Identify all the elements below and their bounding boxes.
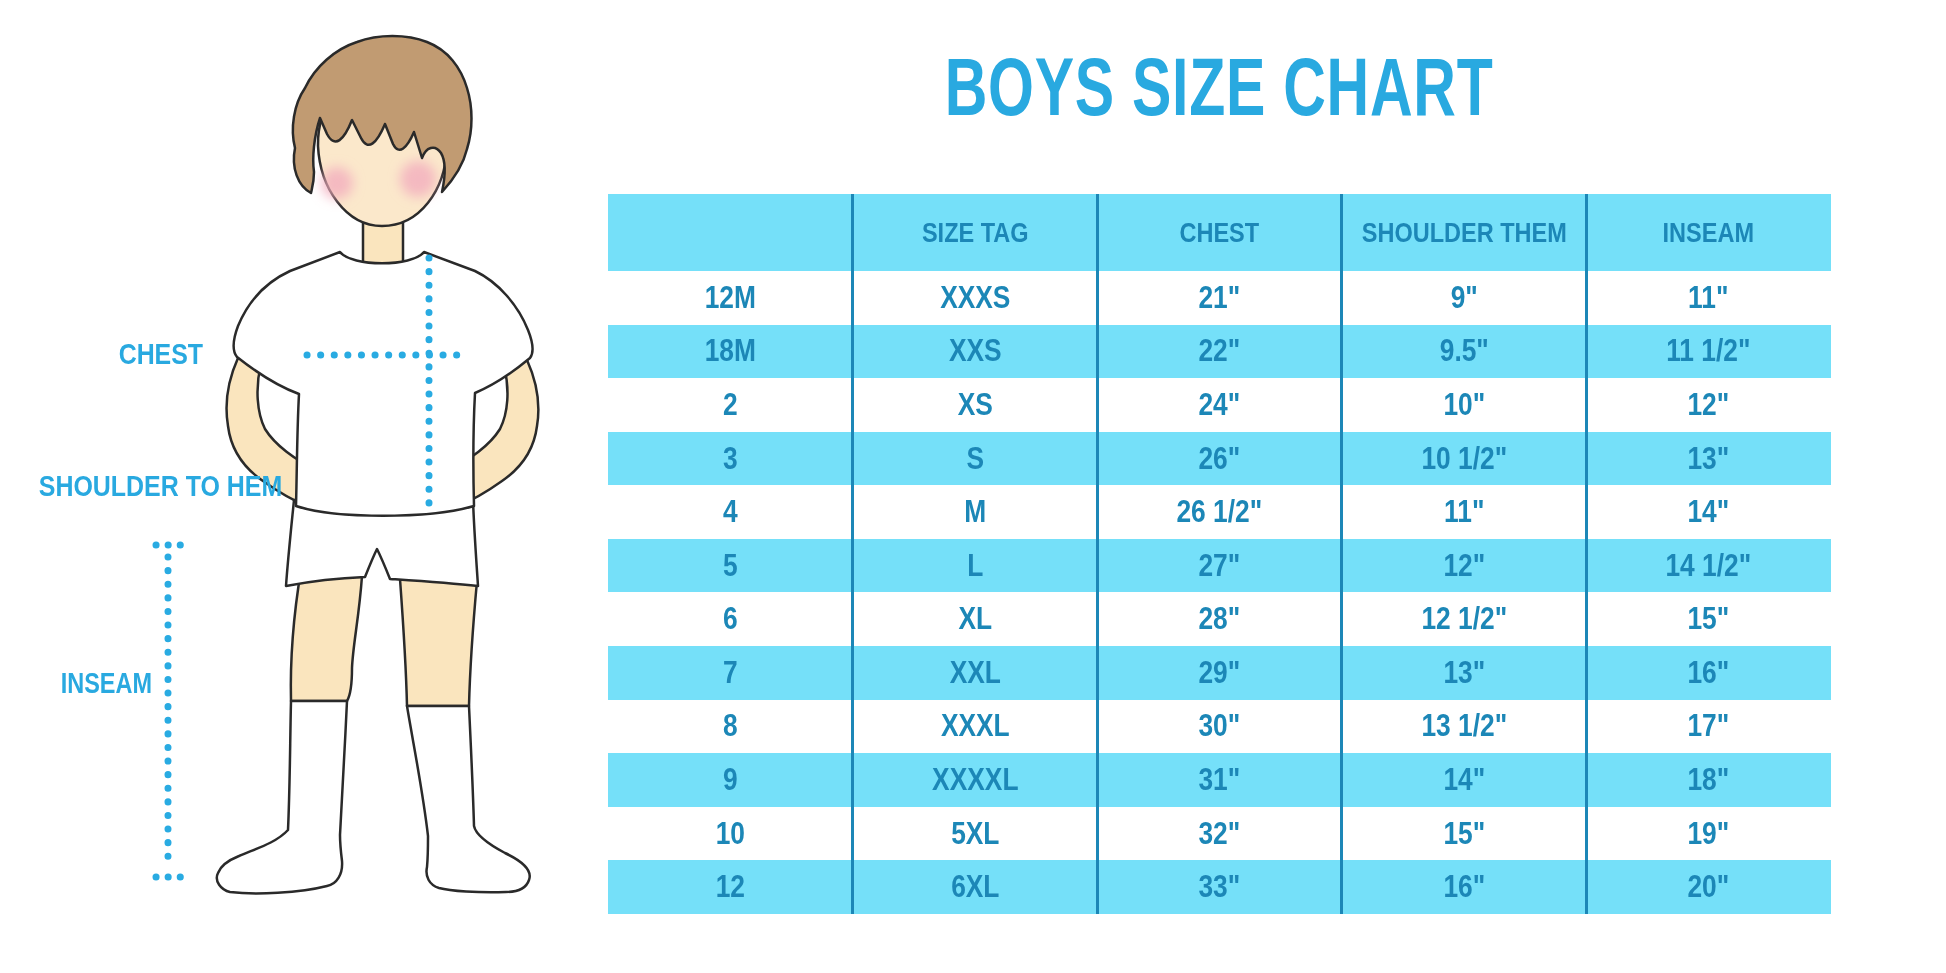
inseam-label: INSEAM	[41, 667, 171, 700]
table-cell: 7	[626, 646, 834, 700]
table-header-row: SIZE TAG CHEST SHOULDER THEM INSEAM	[608, 194, 1831, 271]
header-cell-size-tag: SIZE TAG	[872, 194, 1077, 271]
table-cell: 20"	[1605, 860, 1813, 914]
table-cell: 12	[626, 860, 834, 914]
table-cell: 18M	[626, 325, 834, 379]
left-leg	[291, 570, 362, 701]
table-cell: 6XL	[871, 860, 1079, 914]
table-row: 10 5XL 32" 15" 19"	[608, 807, 1831, 861]
table-cell: 10"	[1360, 378, 1568, 432]
table-cell: 5XL	[871, 807, 1079, 861]
table-cell: 8	[626, 700, 834, 754]
table-row: 2 XS 24" 10" 12"	[608, 378, 1831, 432]
table-cell: 6	[626, 592, 834, 646]
table-cell: 19"	[1605, 807, 1813, 861]
table-row: 4M 26 1/2" 11" 14"	[608, 485, 1831, 539]
table-row: 6 XL 28" 12 1/2" 15"	[608, 592, 1831, 646]
table-cell: 11"	[1360, 485, 1568, 539]
table-cell: 12 1/2"	[1360, 592, 1568, 646]
table-cell: 16"	[1360, 860, 1568, 914]
table-cell: 29"	[1116, 646, 1324, 700]
table-row: 8 XXXL 30" 13 1/2" 17"	[608, 700, 1831, 754]
header-cell-chest: CHEST	[1117, 194, 1322, 271]
table-cell: 12"	[1605, 378, 1813, 432]
table-cell: 9"	[1360, 271, 1568, 325]
boys-size-chart-page: CHEST SHOULDER TO HEM INSEAM BOYS SIZE C…	[0, 0, 1946, 973]
table-cell: 11"	[1605, 271, 1813, 325]
size-table: SIZE TAG CHEST SHOULDER THEM INSEAM 12MX…	[608, 194, 1831, 914]
table-cell: 26 1/2"	[1116, 485, 1324, 539]
table-cell: XS	[871, 378, 1079, 432]
table-cell: 10	[626, 807, 834, 861]
table-cell: 15"	[1360, 807, 1568, 861]
table-cell: 31"	[1116, 753, 1324, 807]
column-divider-4	[1585, 194, 1588, 914]
size-table-body: 12MXXXS21"9"11"18MXXS22"9.5"11 1/2"2XS24…	[608, 271, 1831, 914]
column-divider-3	[1340, 194, 1343, 914]
table-cell: 13 1/2"	[1360, 700, 1568, 754]
table-cell: XXXL	[871, 700, 1079, 754]
table-cell: 18"	[1605, 753, 1813, 807]
table-row: 12M XXXS 21" 9" 11"	[608, 271, 1831, 325]
column-divider-1	[851, 194, 854, 914]
table-cell: 11 1/2"	[1605, 325, 1813, 379]
table-cell: XXL	[871, 646, 1079, 700]
table-row: 18M XXS 22" 9.5" 11 1/2"	[608, 325, 1831, 379]
table-cell: 9.5"	[1360, 325, 1568, 379]
table-cell: 5	[626, 539, 834, 593]
table-cell: 17"	[1605, 700, 1813, 754]
table-cell: 22"	[1116, 325, 1324, 379]
table-cell: 12M	[626, 271, 834, 325]
table-cell: XL	[871, 592, 1079, 646]
table-cell: 2	[626, 378, 834, 432]
table-cell: 32"	[1116, 807, 1324, 861]
table-cell: 21"	[1116, 271, 1324, 325]
left-sock	[217, 701, 347, 893]
table-cell: 14 1/2"	[1605, 539, 1813, 593]
table-row: 7 XXL 29" 13" 16"	[608, 646, 1831, 700]
column-divider-2	[1096, 194, 1099, 914]
table-row: 9 XXXXL 31" 14" 18"	[608, 753, 1831, 807]
table-cell: S	[871, 432, 1079, 486]
table-cell: 4	[626, 485, 834, 539]
table-cell: 33"	[1116, 860, 1324, 914]
table-cell: 30"	[1116, 700, 1324, 754]
table-cell: XXS	[871, 325, 1079, 379]
table-cell: XXXS	[871, 271, 1079, 325]
shoulder-to-hem-label: SHOULDER TO HEM	[18, 470, 303, 503]
table-cell: 24"	[1116, 378, 1324, 432]
table-cell: XXXXL	[871, 753, 1079, 807]
table-cell: M	[871, 485, 1079, 539]
table-cell: 10 1/2"	[1360, 432, 1568, 486]
table-cell: 26"	[1116, 432, 1324, 486]
table-cell: 15"	[1605, 592, 1813, 646]
table-cell: 12"	[1360, 539, 1568, 593]
table-cell: 13"	[1360, 646, 1568, 700]
table-cell: 9	[626, 753, 834, 807]
table-cell: L	[871, 539, 1079, 593]
table-row: 3S 26" 10 1/2" 13"	[608, 432, 1831, 486]
right-leg	[400, 579, 477, 706]
page-title: BOYS SIZE CHART	[608, 40, 1831, 134]
header-cell-shoulder: SHOULDER THEM	[1361, 194, 1566, 271]
table-row: 5L 27" 12" 14 1/2"	[608, 539, 1831, 593]
table-cell: 3	[626, 432, 834, 486]
right-sock	[407, 706, 530, 892]
table-row: 12 6XL 33" 16" 20"	[608, 860, 1831, 914]
table-cell: 16"	[1605, 646, 1813, 700]
table-cell: 27"	[1116, 539, 1324, 593]
table-cell: 14"	[1605, 485, 1813, 539]
table-cell: 13"	[1605, 432, 1813, 486]
header-cell-inseam: INSEAM	[1606, 194, 1811, 271]
header-cell-blank	[628, 194, 833, 271]
table-cell: 28"	[1116, 592, 1324, 646]
table-cell: 14"	[1360, 753, 1568, 807]
chest-label: CHEST	[96, 337, 226, 371]
